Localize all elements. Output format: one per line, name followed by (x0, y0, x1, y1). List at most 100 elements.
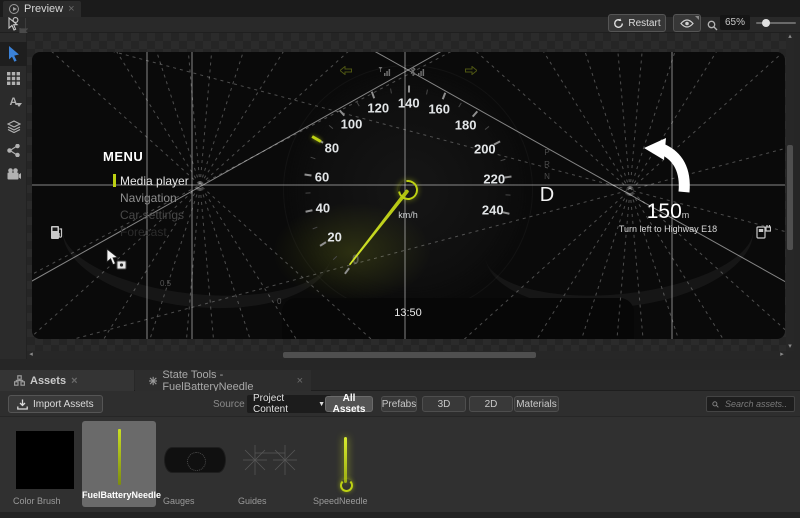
speed-label: 140 (397, 95, 420, 111)
guide-line (32, 52, 785, 339)
zoom-slider-thumb[interactable] (762, 19, 770, 27)
speed-tick (407, 85, 410, 93)
speed-label: 180 (454, 117, 477, 133)
guide-lines-overlay (32, 52, 785, 339)
gear-letter-p: P (544, 148, 550, 157)
filter-3d[interactable]: 3D (422, 396, 466, 412)
menu-title: MENU (103, 149, 144, 164)
source-label: Source (213, 399, 245, 410)
filter-prefabs[interactable]: Prefabs (381, 396, 417, 412)
close-icon[interactable]: × (296, 374, 303, 387)
close-icon[interactable]: × (68, 3, 75, 15)
scroll-left-icon[interactable]: ◂ (29, 351, 33, 358)
tab-assets[interactable]: Assets × (0, 370, 134, 391)
tab-state-tools[interactable]: State Tools - FuelBatteryNeedle × (135, 368, 311, 393)
nav-distance: 150m (628, 200, 708, 224)
speed-tick (505, 194, 511, 196)
camera-tool[interactable] (0, 162, 27, 186)
asset-gauges[interactable]: Gauges (163, 429, 227, 506)
text-tool[interactable]: A (0, 90, 27, 114)
vertical-scrollbar[interactable]: ▴ ▾ (786, 33, 794, 351)
close-icon[interactable]: × (71, 374, 78, 387)
restart-button[interactable]: Restart (608, 14, 666, 32)
tab-assets-label: Assets (30, 374, 67, 387)
horizontal-scrollbar[interactable]: ◂ ▸ (27, 351, 786, 359)
speed-tick (312, 226, 318, 230)
vertical-scrollbar-thumb[interactable] (787, 145, 793, 250)
preview-canvas[interactable]: 0 20 40 60 80 100 120 140 160 180 200 220 240 km/h 1… (27, 33, 786, 351)
tab-state-tools-label: State Tools - FuelBatteryNeedle (162, 368, 254, 393)
horizontal-scrollbar-thumb[interactable] (283, 352, 536, 358)
asset-label: SpeedNeedle (313, 496, 368, 506)
menu-item-navigation[interactable]: Navigation (120, 191, 177, 205)
grid-icon (7, 71, 20, 85)
asset-speedneedle[interactable]: SpeedNeedle (313, 429, 377, 506)
source-dropdown[interactable]: Project Content ▼ (247, 393, 331, 415)
layers-icon (6, 119, 21, 133)
select-tool[interactable] (0, 42, 27, 66)
speed-label: 100 (340, 116, 363, 132)
speed-tick (304, 173, 312, 177)
restart-label: Restart (628, 17, 661, 29)
speed-label: 20 (327, 229, 342, 245)
asset-thumbnail (13, 429, 77, 491)
layers-tool[interactable] (0, 114, 27, 138)
scroll-right-icon[interactable]: ▸ (780, 351, 784, 358)
eye-icon (680, 18, 694, 28)
turn-indicator-right-icon (465, 62, 478, 80)
search-icon (712, 400, 719, 408)
filter-materials[interactable]: Materials (514, 396, 559, 412)
zoom-slider-track (756, 22, 796, 24)
dropdown-corner-icon (695, 16, 699, 20)
speed-tick (502, 210, 511, 215)
tab-preview[interactable]: Preview × (3, 1, 81, 17)
trip-mark: 0.5 (160, 279, 172, 288)
filter-2d[interactable]: 2D (469, 396, 513, 412)
speedometer: 0 20 40 60 80 100 120 140 160 180 200 220 240 (32, 52, 785, 339)
menu-item-car-settings[interactable]: Car settings (120, 208, 185, 222)
import-assets-label: Import Assets (33, 398, 94, 410)
speed-label: 240 (481, 202, 504, 218)
speed-tick (305, 192, 311, 194)
tab-preview-label: Preview (24, 3, 64, 15)
search-input[interactable] (723, 398, 789, 410)
grid-tool[interactable] (0, 66, 27, 90)
import-icon (17, 399, 28, 410)
speed-label: 220 (483, 171, 506, 187)
speed-tick (484, 126, 489, 131)
asset-thumbnail (238, 429, 302, 491)
speed-tick (332, 255, 337, 260)
search-box[interactable] (706, 396, 795, 412)
trip-mark: 0 (277, 297, 282, 306)
connections-tool[interactable] (0, 138, 27, 162)
nav-instruction: Turn left to Highway E18 (618, 224, 718, 234)
menu-item-forecast[interactable]: Forecast (120, 225, 167, 239)
import-assets-button[interactable]: Import Assets (8, 395, 103, 413)
camera-icon (7, 168, 21, 180)
speed-tick (500, 158, 506, 161)
speed-label: 160 (428, 101, 451, 117)
scroll-up-icon[interactable]: ▴ (788, 33, 792, 40)
assets-tree-icon (14, 375, 25, 386)
toolbar-separator (25, 18, 26, 31)
status-strip (0, 512, 800, 518)
turn-indicator-left-icon (339, 62, 352, 80)
zoom-level: 65% (720, 15, 750, 30)
speed-label: 40 (315, 200, 331, 216)
asset-guides[interactable]: Guides (238, 429, 302, 506)
zoom-slider[interactable] (756, 17, 796, 29)
filter-all-assets[interactable]: All Assets (325, 393, 373, 415)
speed-tick (344, 267, 351, 275)
pointer-mode-icon[interactable] (7, 16, 19, 36)
assets-toolbar: Import Assets Source Project Content ▼ A… (0, 391, 800, 417)
speed-tick (305, 209, 313, 213)
state-tools-icon (149, 376, 158, 385)
asset-color-brush[interactable]: Color Brush (13, 429, 77, 506)
guide-line (32, 52, 785, 339)
asset-fuelbatteryneedle[interactable]: FuelBatteryNeedle (82, 421, 161, 507)
menu-item-media-player[interactable]: Media player (120, 174, 189, 188)
scroll-down-icon[interactable]: ▾ (788, 343, 792, 350)
speed-tick (458, 102, 462, 107)
visibility-button[interactable] (673, 14, 701, 32)
